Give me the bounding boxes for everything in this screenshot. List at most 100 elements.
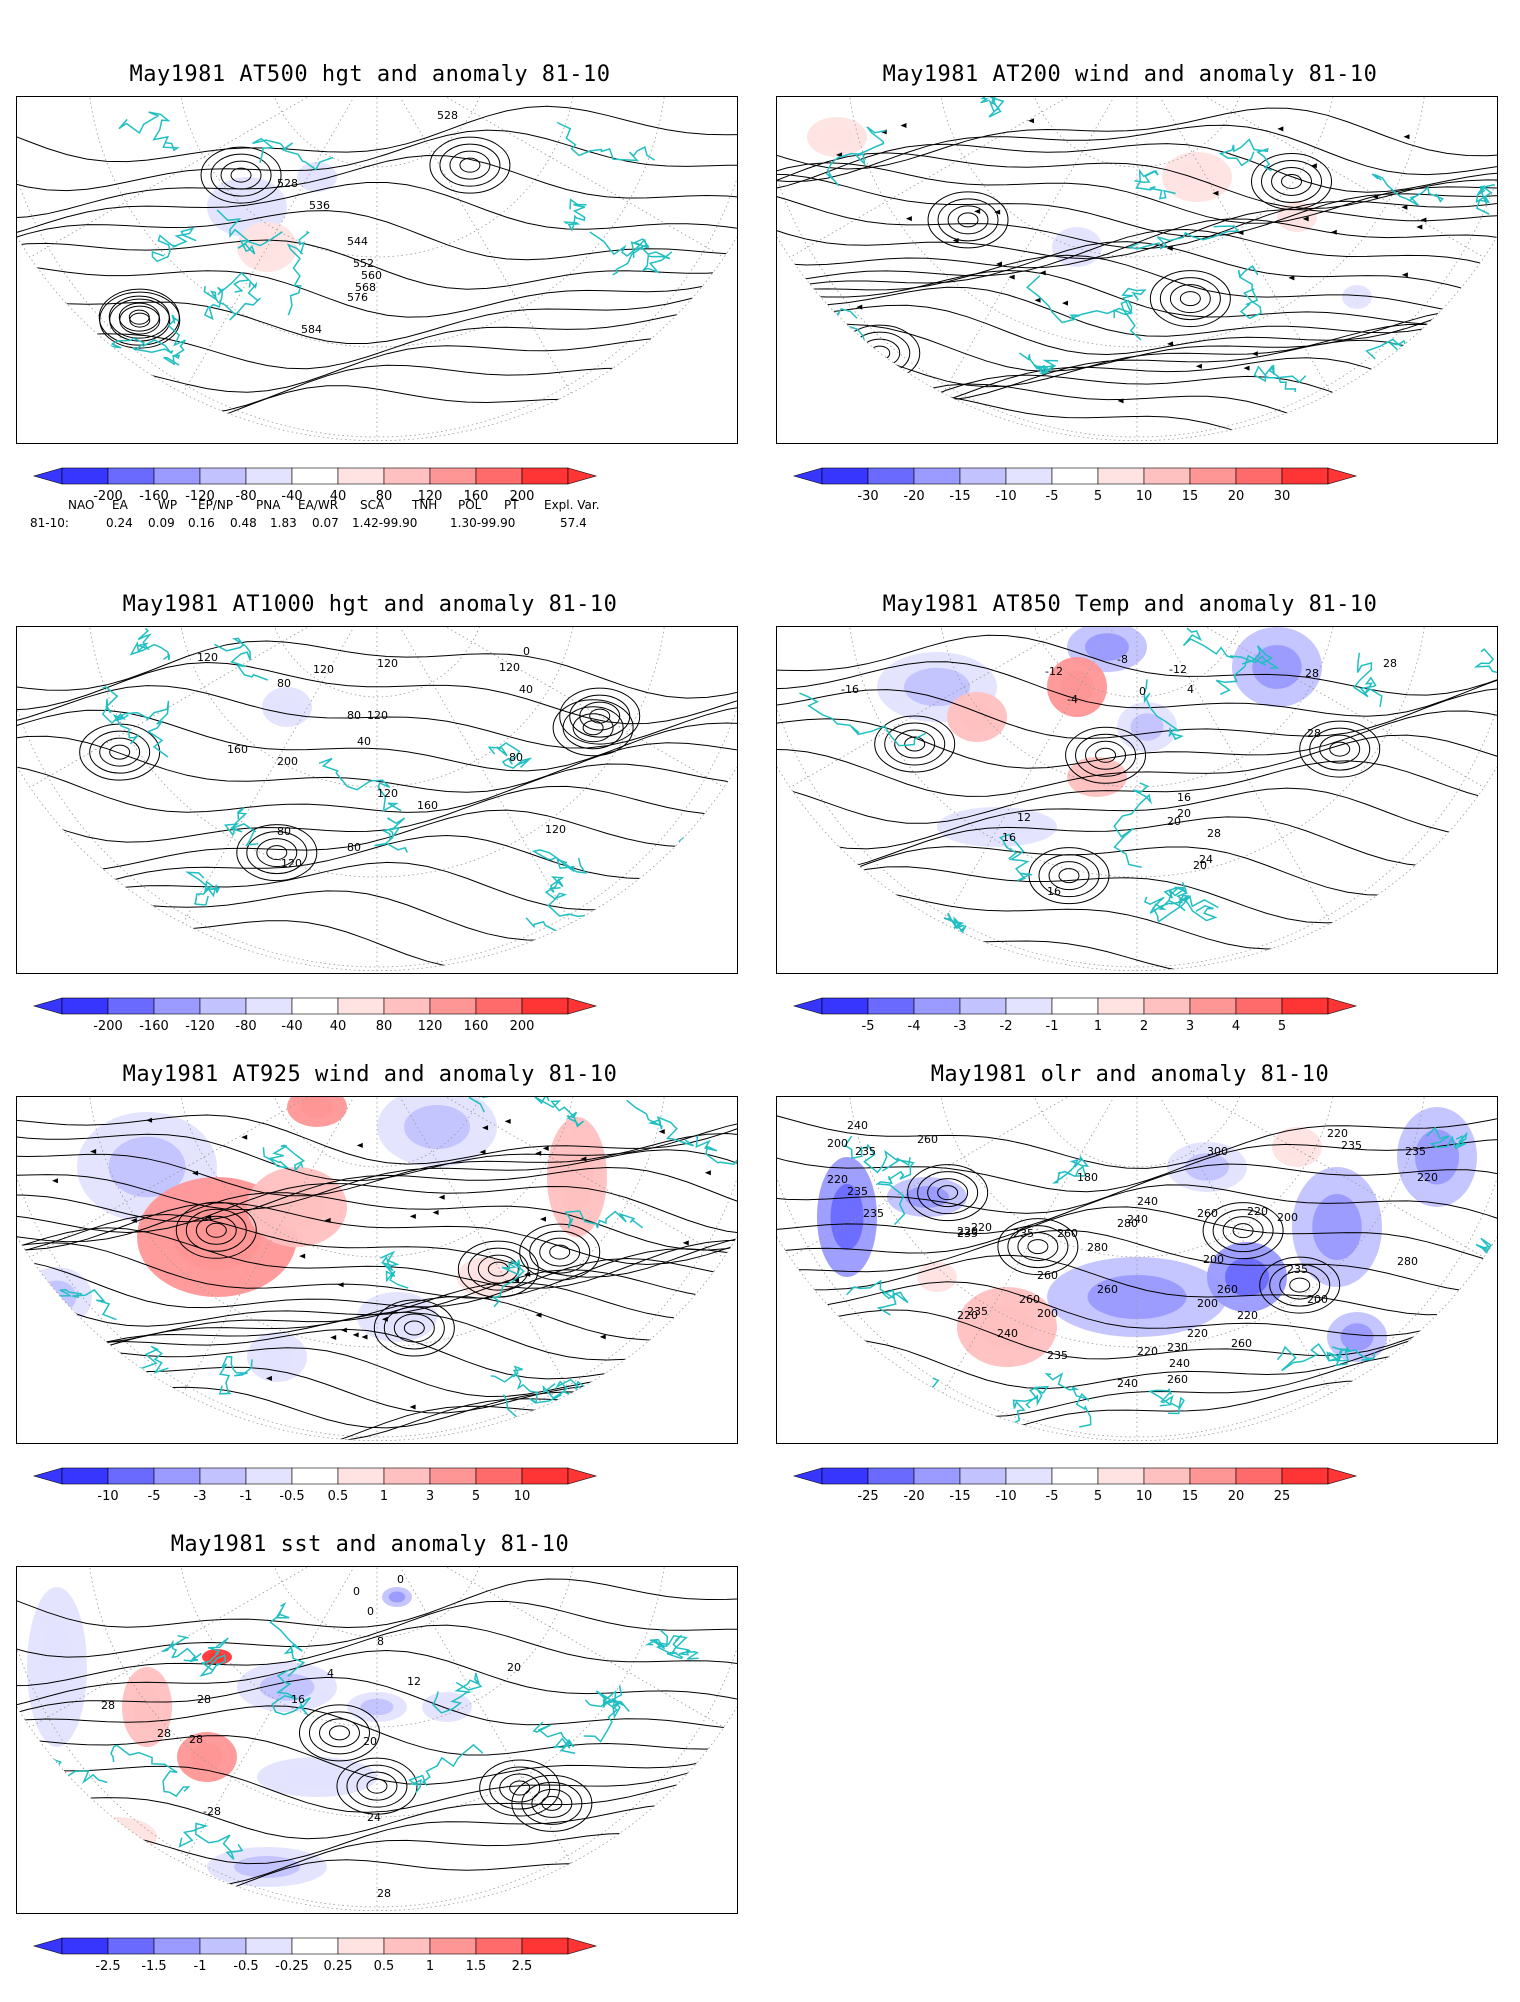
colorbar-tick-label: 5 <box>1278 1019 1286 1034</box>
panel-title: May1981 AT850 Temp and anomaly 81-10 <box>882 592 1378 617</box>
contour-label: 260 <box>1019 1293 1040 1306</box>
panel-at1000: May1981 AT1000 hgt and anomaly 81-10 120… <box>0 592 740 1062</box>
colorbar-tick-label: 200 <box>510 489 535 504</box>
tele-value: 57.4 <box>560 516 587 530</box>
colorbar-tick-label: -0.25 <box>275 1959 309 1974</box>
contour-label: 20 <box>507 1661 521 1674</box>
contour-label: 80 <box>509 751 523 764</box>
tele-header: TNH <box>412 498 438 512</box>
contour-lines <box>777 1115 1497 1443</box>
projection-edge <box>777 766 1497 973</box>
colorbar-tick-label: 10 <box>1136 489 1153 504</box>
colorbar-tick-label: 0.5 <box>374 1959 395 1974</box>
colorbar-tick-label: -200 <box>93 1019 123 1034</box>
contour-label: 24 <box>367 1811 381 1824</box>
contour-label: 576 <box>347 291 368 304</box>
colorbar-tick-label: 5 <box>1094 1489 1102 1504</box>
tele-header: WP <box>158 498 178 512</box>
tele-value: 1.83 <box>270 516 297 530</box>
panel-at925: May1981 AT925 wind and anomaly 81-10 -10… <box>0 1062 740 1532</box>
contour-label: 220 <box>827 1173 848 1186</box>
coastlines <box>101 627 715 959</box>
colorbar: -30 -20 -15 -10 -5 5 10 15 20 30 <box>760 458 1500 518</box>
projection-edge <box>777 236 1497 443</box>
panel-at500: May1981 AT500 hgt and anomaly 81-10 528 5… <box>0 62 740 532</box>
contour-label: 80 <box>347 841 361 854</box>
contour-label: 4 <box>327 1667 334 1680</box>
anomaly-shading <box>237 222 297 272</box>
colorbar-tick-label: -3 <box>194 1489 207 1504</box>
tele-value: 0.09 <box>148 516 175 530</box>
anomaly-shading <box>287 1097 347 1127</box>
contour-label: 20 <box>1167 815 1181 828</box>
contour-label: 220 <box>1187 1327 1208 1340</box>
colorbar-tick-label: -0.5 <box>279 1489 304 1504</box>
colorbar-tick-label: -15 <box>949 489 970 504</box>
colorbar-tick-label: -10 <box>97 1489 118 1504</box>
contour-label: 40 <box>519 683 533 696</box>
anomaly-shading <box>377 1097 497 1167</box>
colorbar-tick-label: 160 <box>464 1019 489 1034</box>
contour-label: 260 <box>1167 1373 1188 1386</box>
anomaly-shading <box>1162 152 1232 202</box>
contour-label: 28 <box>157 1727 171 1740</box>
tele-value: 0.07 <box>312 516 339 530</box>
colorbar-boxes <box>32 467 598 485</box>
contour-label: 28 <box>1207 827 1221 840</box>
contour-label: -4 <box>1067 693 1078 706</box>
contour-label: 28 <box>377 1887 391 1900</box>
contour-label: -12 <box>1045 665 1063 678</box>
tele-value: 1.42-99.90 <box>352 516 418 530</box>
contour-label: 12 <box>407 1675 421 1688</box>
colorbar: -200 -160 -120 -80 -40 40 80 120 160 200 <box>0 458 740 518</box>
colorbar: -10 -5 -3 -1 -0.5 0.5 1 3 5 10 <box>0 1458 740 1518</box>
colorbar-boxes <box>792 467 1358 485</box>
anomaly-shading <box>297 162 337 192</box>
contour-label: 240 <box>1169 1357 1190 1370</box>
anomaly-shading <box>1047 657 1107 717</box>
contour-label: 235 <box>855 1145 876 1158</box>
contour-label: 4 <box>1187 683 1194 696</box>
anomaly-shading <box>177 1732 237 1782</box>
coastlines <box>99 111 737 366</box>
map-area: 528 528 536 544 552 560 568 576 584 <box>16 96 738 444</box>
map-area: 120 80 120 120 120 40 80 160 120 200 40 80 120 160 80 1… <box>16 626 738 974</box>
contour-label: 200 <box>1277 1211 1298 1224</box>
colorbar-boxes <box>32 1467 598 1485</box>
contour-label: 28 <box>197 1693 211 1706</box>
tele-header: NAO <box>68 498 95 512</box>
colorbar-tick-label: -0.5 <box>233 1959 258 1974</box>
contour-label: 180 <box>1077 1171 1098 1184</box>
contour-label: -16 <box>841 683 859 696</box>
contour-label: 220 <box>1327 1127 1348 1140</box>
contour-label: 120 <box>367 709 388 722</box>
colorbar-tick-label: -2 <box>1000 1019 1013 1034</box>
anomaly-shading <box>457 1257 517 1297</box>
contour-label: 120 <box>197 651 218 664</box>
colorbar-tick-label: -120 <box>185 489 215 504</box>
panel-title: May1981 AT925 wind and anomaly 81-10 <box>122 1062 618 1087</box>
coastlines <box>820 97 1495 393</box>
tele-header: PNA <box>256 498 281 512</box>
tele-value: 1.30-99.90 <box>450 516 516 530</box>
colorbar-tick-label: -1 <box>194 1959 207 1974</box>
contour-label: 80 <box>347 709 361 722</box>
colorbar-tick-label: -200 <box>93 489 123 504</box>
contour-label: 0 <box>523 645 530 658</box>
map-area: 240 200 260 235 220 235 220 235 180 235 300 220 235 2… <box>776 1096 1498 1444</box>
contour-label: 120 <box>499 661 520 674</box>
contour-label: 220 <box>957 1225 978 1238</box>
colorbar-tick-label: -80 <box>235 1019 256 1034</box>
anomaly-shading <box>957 1287 1057 1367</box>
colorbar: -2.5 -1.5 -1 -0.5 -0.25 0.25 0.5 1 1.5 2.5 <box>0 1928 740 1988</box>
colorbar-tick-label: 20 <box>1228 489 1245 504</box>
colorbar-tick-label: -15 <box>949 1489 970 1504</box>
anomaly-shading <box>1342 285 1372 309</box>
colorbar-tick-label: -30 <box>857 489 878 504</box>
contour-label: 20 <box>1177 807 1191 820</box>
contour-label: 560 <box>361 269 382 282</box>
colorbar-tick-label: 40 <box>330 489 347 504</box>
map-area <box>16 1096 738 1444</box>
